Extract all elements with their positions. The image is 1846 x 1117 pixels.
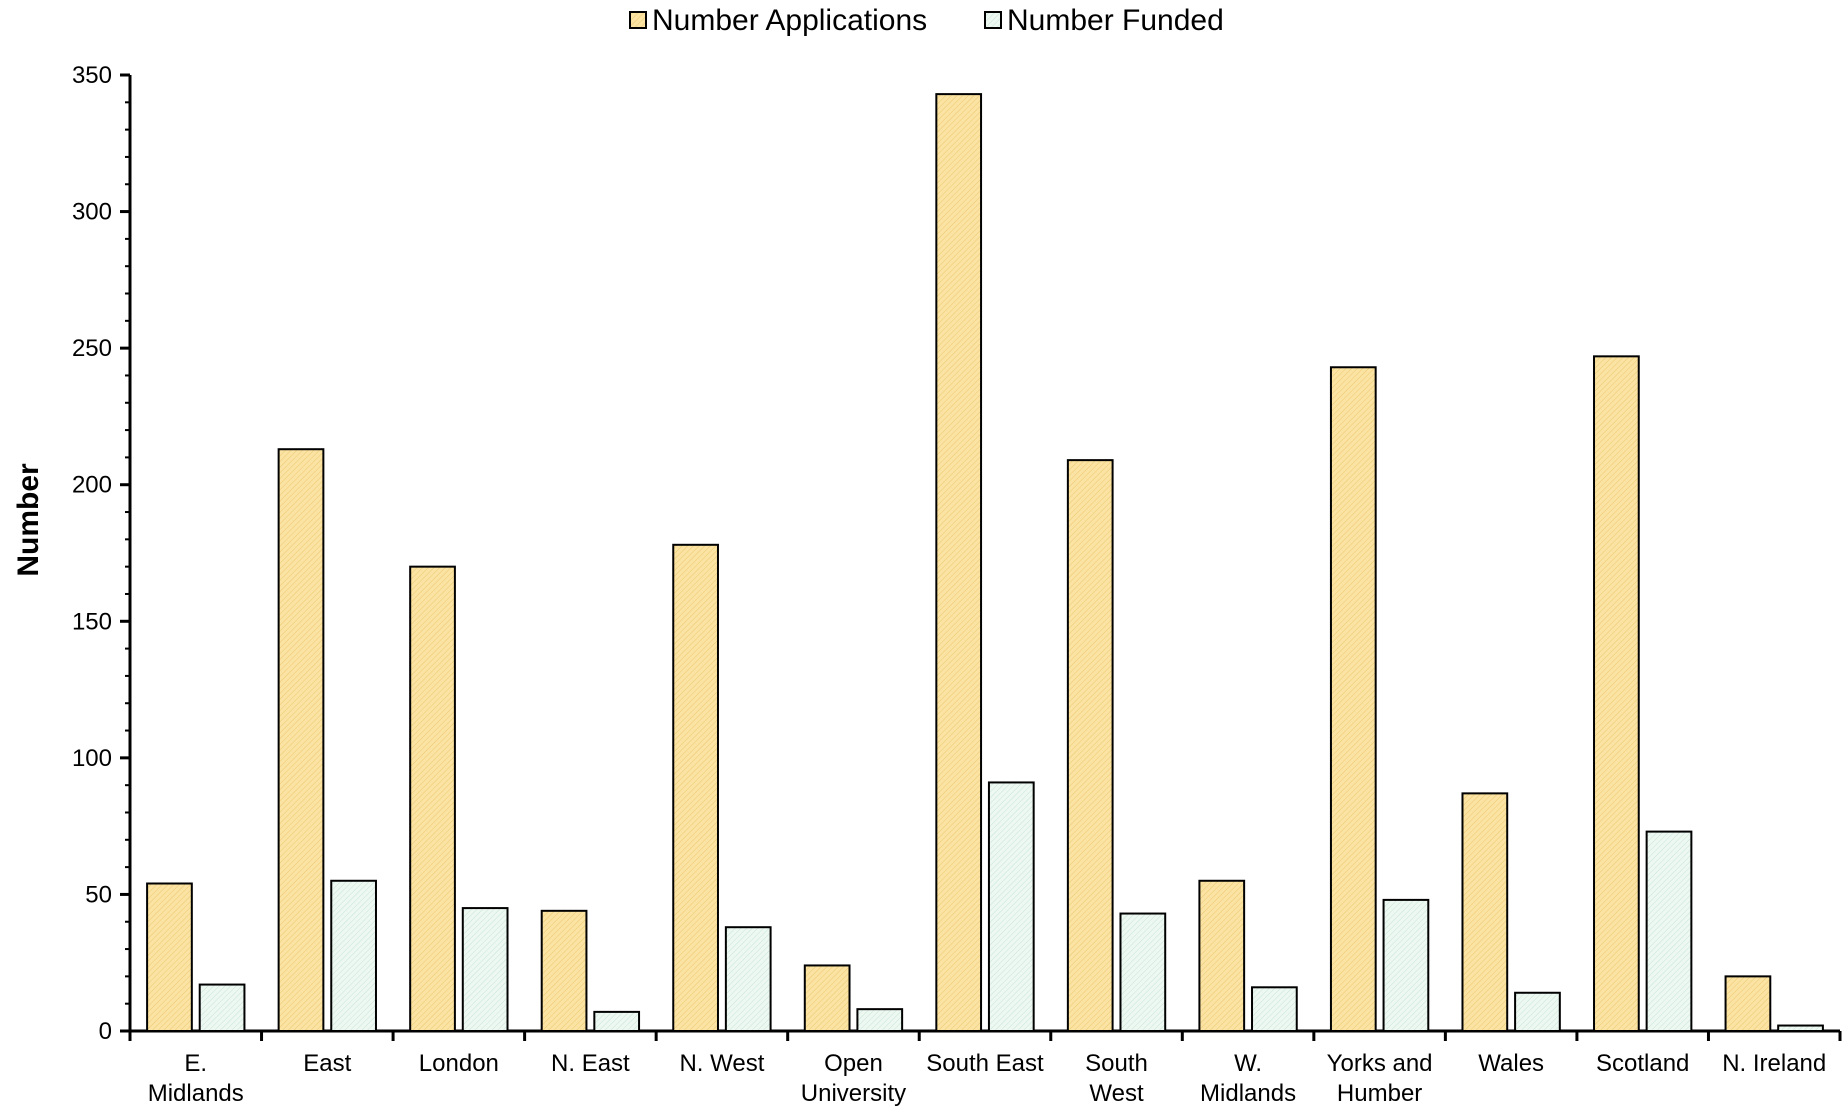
legend-swatch [984,11,1002,29]
bar-funded [724,926,772,1032]
x-category-label: W. Midlands [1200,1050,1296,1107]
bar-applications [935,93,983,1033]
x-category-label: Yorks and Humber [1327,1050,1433,1107]
y-tick-label: 300 [72,199,112,226]
bar-funded [330,879,377,1032]
x-category-label: Wales [1478,1050,1544,1077]
x-category-label: E. Midlands [148,1050,244,1107]
bar-applications [803,964,851,1033]
x-category-label: South East [926,1050,1044,1077]
bar-funded [1645,830,1693,1032]
bar-applications [672,543,719,1032]
bar-funded [461,907,509,1032]
bar-applications [540,909,588,1032]
x-category-label: N. West [679,1050,764,1077]
x-category-label: N. East [551,1050,630,1077]
bar-funded [856,1008,904,1032]
bar-applications [1461,792,1509,1033]
y-tick-label: 100 [72,745,112,772]
legend-swatch [629,11,647,29]
bar-funded [987,781,1035,1032]
bar-funded [1251,986,1298,1032]
bar-funded [593,1010,641,1033]
bar-funded [1514,991,1561,1033]
x-category-label: N. Ireland [1722,1050,1826,1077]
y-tick-label: 200 [72,472,112,499]
plot-area: 0 50 100 150 200 250 300 350 E. Midlands East Londo… [72,62,1842,1107]
x-category-label: South West [1085,1050,1148,1107]
y-tick-label: 0 [99,1018,112,1045]
y-tick-label: 150 [72,608,112,635]
bar-applications [146,882,193,1033]
y-axis-label: Number [12,463,45,577]
bar-applications [1066,459,1114,1033]
x-category-label: Scotland [1596,1050,1689,1077]
bar-applications [1724,975,1772,1032]
bar-applications [1329,366,1377,1032]
x-category-label: East [303,1050,351,1077]
y-tick-label: 350 [72,62,112,89]
legend-label: Number Applications [652,4,927,37]
bar-funded [1382,898,1430,1032]
y-tick-label: 50 [85,881,112,908]
bar-funded [198,983,246,1033]
bar-applications [409,565,456,1033]
x-category-label: London [419,1050,499,1077]
y-tick-label: 250 [72,335,112,362]
bar-applications [1593,355,1640,1032]
legend-label: Number Funded [1007,4,1224,37]
bar-applications [277,448,325,1033]
bar-funded [1119,912,1167,1033]
legend: Number Applications Number Funded [629,4,1224,37]
bar-funded [1777,1024,1824,1032]
x-category-label: Open University [801,1050,906,1107]
bar-applications [1198,879,1246,1032]
